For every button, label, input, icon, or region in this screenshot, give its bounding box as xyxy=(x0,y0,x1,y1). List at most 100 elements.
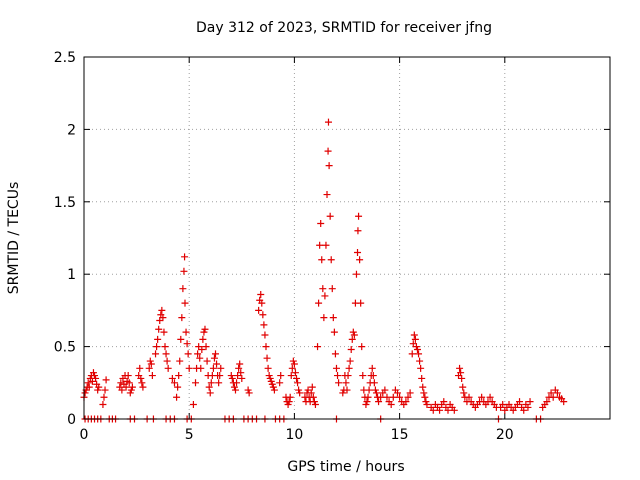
data-point xyxy=(181,299,189,307)
data-point xyxy=(215,379,223,387)
data-point xyxy=(375,398,383,406)
data-point xyxy=(196,354,204,362)
data-point xyxy=(261,331,269,339)
data-point xyxy=(314,343,322,351)
chart-title: Day 312 of 2023, SRMTID for receiver jfn… xyxy=(196,20,492,36)
data-point xyxy=(420,389,428,397)
data-point xyxy=(354,227,362,235)
data-point xyxy=(457,369,465,377)
data-point xyxy=(460,389,468,397)
data-point xyxy=(181,253,189,261)
data-point xyxy=(355,212,363,220)
data-point xyxy=(352,270,360,278)
data-point xyxy=(356,256,364,264)
data-point xyxy=(153,343,161,351)
data-point xyxy=(287,372,295,380)
data-point xyxy=(270,386,278,394)
data-point xyxy=(176,357,184,365)
data-point xyxy=(179,285,187,293)
data-point xyxy=(369,372,377,380)
data-point xyxy=(416,357,424,365)
data-point xyxy=(198,345,206,353)
data-point xyxy=(440,398,448,406)
data-point xyxy=(326,212,334,220)
x-axis-label: GPS time / hours xyxy=(287,459,404,475)
data-point xyxy=(465,393,473,401)
data-point xyxy=(419,383,427,391)
data-point xyxy=(183,340,191,348)
data-point xyxy=(235,364,243,372)
data-point xyxy=(389,393,397,401)
data-point xyxy=(148,372,156,380)
data-point xyxy=(318,256,326,264)
data-point xyxy=(344,372,352,380)
data-point xyxy=(205,383,213,391)
y-axis-label: SRMTID / TECUs xyxy=(6,182,22,295)
data-point xyxy=(321,292,329,300)
data-point xyxy=(102,376,110,384)
data-point xyxy=(136,364,144,372)
data-point xyxy=(331,350,339,358)
data-point xyxy=(217,364,225,372)
data-point xyxy=(152,350,160,358)
data-point xyxy=(138,379,146,387)
data-point xyxy=(308,383,316,391)
data-point xyxy=(163,357,171,365)
data-point xyxy=(450,406,458,414)
data-point xyxy=(406,389,414,397)
data-point xyxy=(147,360,155,368)
data-point xyxy=(543,398,551,406)
data-point xyxy=(377,393,385,401)
data-point xyxy=(328,285,336,293)
data-point xyxy=(84,379,92,387)
data-point xyxy=(520,406,528,414)
data-point xyxy=(402,398,410,406)
data-point xyxy=(423,401,431,409)
data-point xyxy=(560,398,568,406)
data-point xyxy=(158,306,166,314)
data-point xyxy=(547,389,555,397)
data-point xyxy=(311,401,319,409)
data-point xyxy=(372,389,380,397)
data-point xyxy=(553,389,561,397)
x-tick-label: 5 xyxy=(185,427,194,443)
data-point xyxy=(99,401,107,409)
data-point xyxy=(346,357,354,365)
data-point xyxy=(368,364,376,372)
data-point xyxy=(317,220,325,228)
data-point xyxy=(180,267,188,275)
data-point xyxy=(139,383,147,391)
data-point xyxy=(228,374,236,382)
data-point xyxy=(296,389,304,397)
data-point xyxy=(260,321,268,329)
data-point xyxy=(345,364,353,372)
data-point xyxy=(410,331,418,339)
data-point xyxy=(411,335,419,343)
data-point xyxy=(245,389,253,397)
x-tick-label: 15 xyxy=(391,427,409,443)
data-point xyxy=(325,162,333,170)
data-point xyxy=(319,285,327,293)
data-point xyxy=(343,386,351,394)
data-point xyxy=(206,389,214,397)
y-tick-label: 2.5 xyxy=(54,50,76,66)
data-point xyxy=(486,393,494,401)
data-point xyxy=(404,393,412,401)
data-point xyxy=(348,335,356,343)
data-point xyxy=(324,147,332,155)
data-point xyxy=(164,364,172,372)
x-tick-label: 20 xyxy=(496,427,514,443)
data-point xyxy=(315,299,323,307)
data-point xyxy=(233,379,241,387)
data-point xyxy=(174,383,182,391)
data-point xyxy=(173,393,181,401)
data-point xyxy=(203,357,211,365)
data-point xyxy=(429,406,437,414)
data-point xyxy=(478,393,486,401)
grid-layer xyxy=(84,57,610,419)
data-point xyxy=(159,314,167,322)
data-point xyxy=(162,350,170,358)
tick-layer: 0 5 10 15 20 0 0.5 1 1.5 2 2.5 xyxy=(54,50,610,443)
data-point xyxy=(323,191,331,199)
data-point xyxy=(334,372,342,380)
